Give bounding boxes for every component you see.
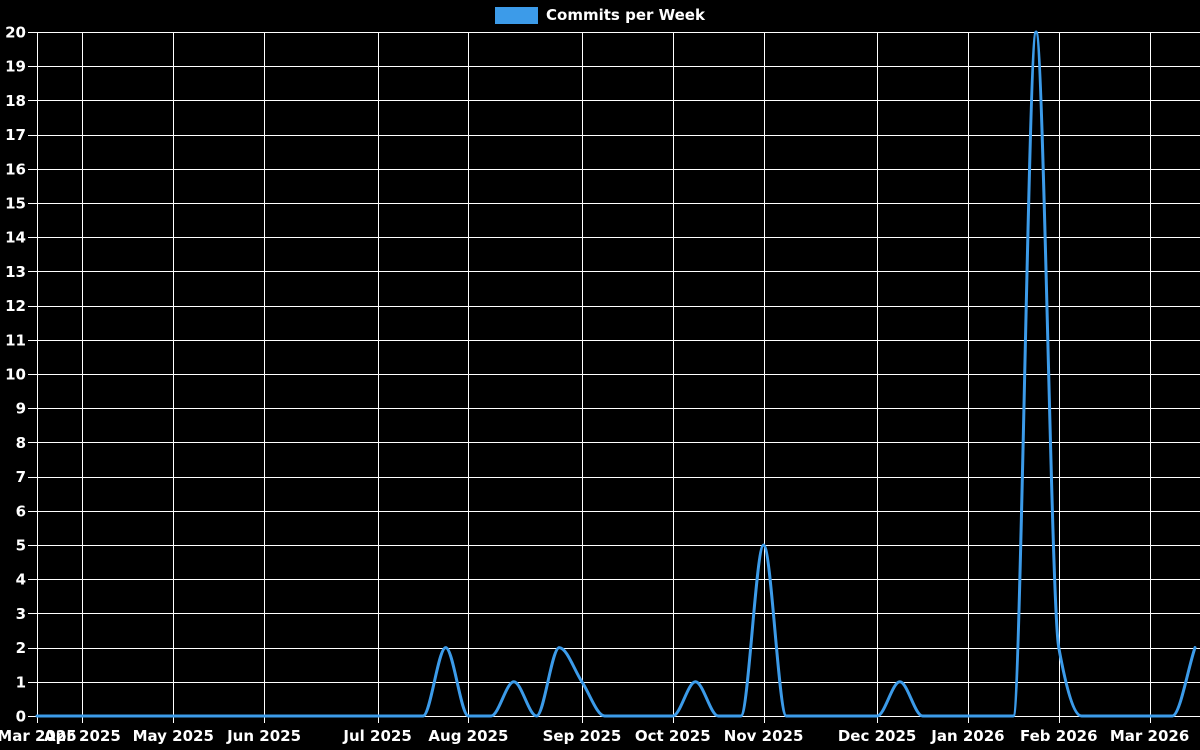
x-axis-tick-label: Jun 2025 <box>226 727 301 745</box>
y-axis-tick-label: 0 <box>16 708 26 726</box>
y-axis-tick-label: 20 <box>5 24 26 42</box>
y-axis-tick-label: 1 <box>16 673 26 691</box>
y-axis-tick-label: 18 <box>5 92 26 110</box>
y-axis-tick-label: 15 <box>5 195 26 213</box>
y-axis-tick-label: 17 <box>5 126 26 144</box>
y-axis-tick-label: 10 <box>5 366 26 384</box>
x-axis-tick-label: Apr 2025 <box>44 727 121 745</box>
y-axis-tick-label: 13 <box>5 263 26 281</box>
y-axis-tick-label: 7 <box>16 468 26 486</box>
x-axis-tick-label: Aug 2025 <box>428 727 508 745</box>
x-axis-tick-label: Nov 2025 <box>724 727 804 745</box>
legend-label: Commits per Week <box>546 6 705 24</box>
y-axis-tick-label: 8 <box>16 434 26 452</box>
x-axis-tick-label: Mar 2025 <box>0 727 77 745</box>
y-axis-tick-label: 4 <box>16 571 26 589</box>
y-axis-tick-label: 5 <box>16 537 26 555</box>
x-axis-tick-label: Jul 2025 <box>342 727 411 745</box>
commits-series-line <box>35 30 1197 718</box>
x-axis-tick-label: May 2025 <box>133 727 214 745</box>
legend-swatch-icon <box>495 7 539 24</box>
x-axis-tick-label: Dec 2025 <box>838 727 917 745</box>
x-axis-tick-label: Oct 2025 <box>635 727 711 745</box>
y-axis-tick-label: 16 <box>5 160 26 178</box>
x-axis-tick-label: Mar 2026 <box>1110 727 1189 745</box>
chart-legend-item[interactable]: Commits per Week <box>0 7 1200 24</box>
y-axis-tick-label: 11 <box>5 331 26 349</box>
y-axis-tick-label: 2 <box>16 639 26 657</box>
y-axis-tick-label: 6 <box>16 502 26 520</box>
x-axis-tick-label: Sep 2025 <box>543 727 622 745</box>
y-axis-tick-label: 19 <box>5 58 26 76</box>
y-axis-tick-label: 12 <box>5 297 26 315</box>
x-axis-tick-label: Jan 2026 <box>930 727 1004 745</box>
y-axis-tick-label: 9 <box>16 400 26 418</box>
y-axis-tick-label: 3 <box>16 605 26 623</box>
y-axis-tick-label: 14 <box>5 229 26 247</box>
x-axis-tick-label: Feb 2026 <box>1020 727 1098 745</box>
